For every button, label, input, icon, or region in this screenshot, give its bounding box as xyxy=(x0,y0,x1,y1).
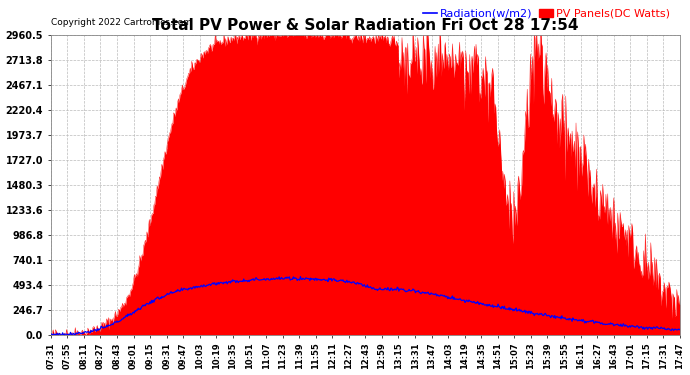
Legend: Radiation(w/m2), PV Panels(DC Watts): Radiation(w/m2), PV Panels(DC Watts) xyxy=(419,4,674,23)
Title: Total PV Power & Solar Radiation Fri Oct 28 17:54: Total PV Power & Solar Radiation Fri Oct… xyxy=(152,18,579,33)
Text: Copyright 2022 Cartronics.com: Copyright 2022 Cartronics.com xyxy=(51,18,192,27)
